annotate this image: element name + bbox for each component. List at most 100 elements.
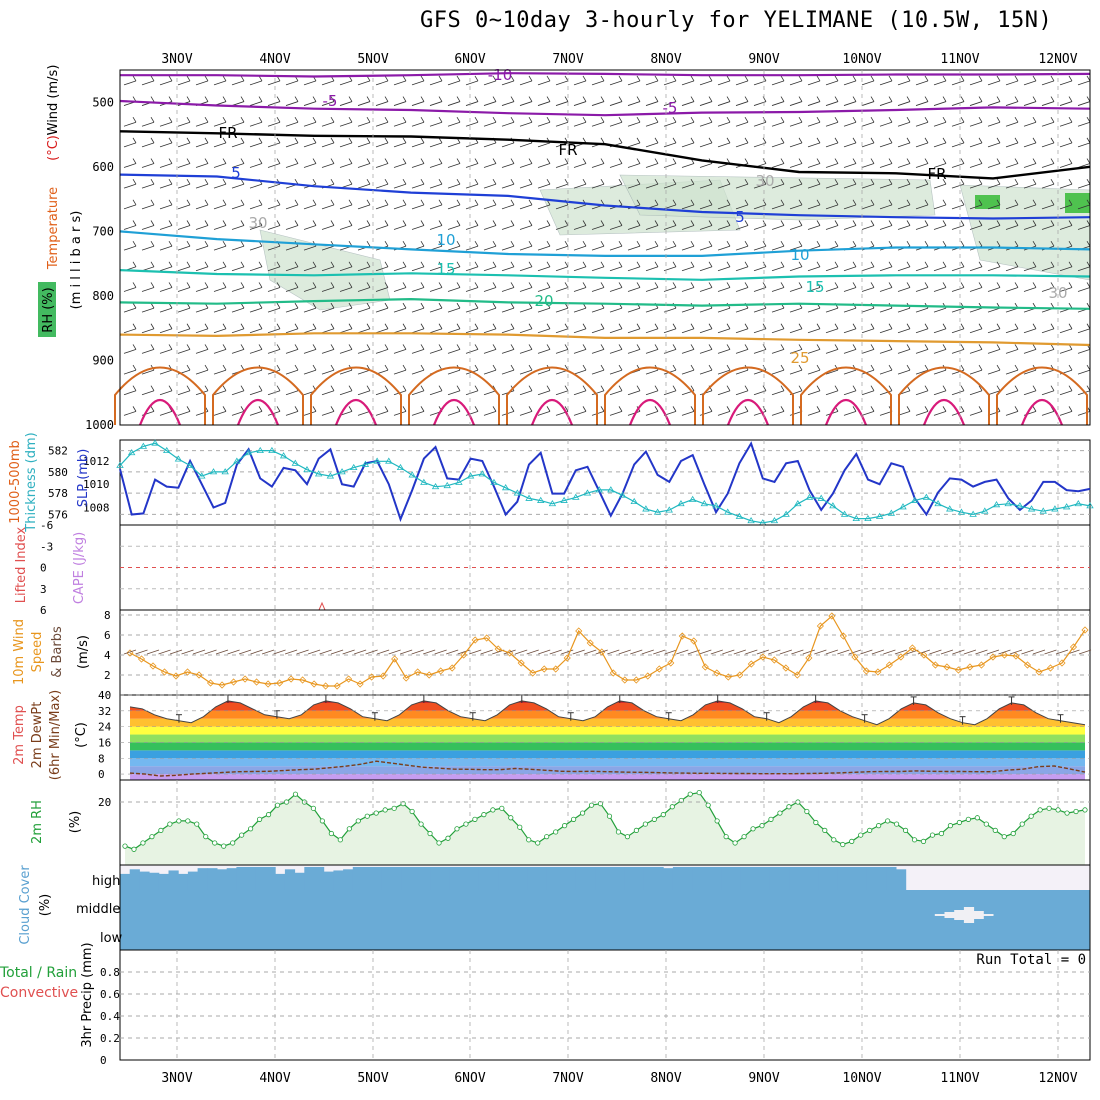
wind-barb-flag — [294, 302, 299, 309]
wind-barb — [123, 390, 137, 396]
wind-barb-flag — [1014, 282, 1019, 288]
wind-barb — [987, 225, 1001, 230]
wind-barb-flag — [204, 178, 209, 185]
wind-barb-flag — [294, 117, 299, 123]
wind-barb — [1059, 142, 1073, 148]
wind-barb-flag — [474, 75, 479, 82]
wind-barb — [249, 411, 263, 416]
cloud-high-bar — [886, 867, 897, 890]
wind-barb-flag — [330, 117, 335, 123]
wind-barb — [933, 121, 947, 127]
wind-barb — [411, 411, 425, 416]
cloud-tick-middle: middle — [76, 902, 120, 917]
rh-marker — [212, 840, 218, 846]
precip-label-conv: Convective — [0, 985, 78, 1001]
wind-barb-flag — [312, 199, 317, 206]
wind-barb-flag — [816, 220, 821, 226]
temp-band — [130, 774, 1085, 780]
wind-barb-flag — [672, 199, 677, 206]
wind-barb-flag — [780, 75, 785, 82]
wind-barb — [735, 225, 749, 230]
wind-barb — [393, 204, 407, 210]
wind-barb-flag — [276, 158, 281, 164]
wind-barb-flag — [906, 406, 911, 412]
wind-barb — [843, 204, 857, 210]
wind-barb-flag — [1050, 220, 1055, 226]
wind-barb-flag — [744, 158, 749, 164]
contour-label: FR — [927, 165, 946, 183]
wind-barb-flag — [654, 344, 659, 350]
wind-barb-flag — [186, 117, 191, 123]
wind-barb-flag — [528, 117, 533, 123]
wind-barb-flag — [186, 240, 191, 247]
wind-barb — [555, 390, 569, 396]
wind-barb — [537, 225, 551, 230]
wind-barb-flag — [654, 261, 659, 268]
wind-barb-flag — [276, 199, 281, 206]
wind-barb-flag — [744, 137, 749, 144]
wind-barb — [231, 287, 245, 292]
wind-barb-flag — [384, 385, 389, 391]
rh-marker — [131, 846, 137, 852]
wind-barb — [573, 307, 587, 313]
wind-barb-flag — [276, 385, 281, 391]
wind-barb — [375, 80, 389, 86]
wind-marker — [667, 659, 675, 667]
wind-barb — [897, 369, 911, 375]
wind-barb — [879, 307, 893, 313]
wind-barb — [753, 266, 767, 272]
wind-barb-flag — [618, 323, 623, 329]
wind-barb-flag — [474, 406, 479, 412]
wind-barb-flag — [600, 117, 605, 123]
wind-barb-flag — [132, 261, 137, 268]
wind-barb-flag — [456, 158, 461, 164]
wind-barb — [735, 287, 749, 292]
isotherm-30-arch — [506, 366, 598, 425]
wind-barb-flag — [420, 75, 425, 82]
thickness-tick: 578 — [48, 487, 68, 500]
wind-barb-flag — [402, 199, 407, 206]
wind-barb-flag — [708, 344, 713, 350]
wind-barb — [231, 390, 245, 396]
wind-barb — [357, 121, 371, 127]
wind-barb-flag — [474, 323, 479, 329]
wind-barb — [303, 163, 317, 168]
wind-barb — [789, 266, 803, 272]
wind-barb — [159, 245, 173, 251]
wind-barb-flag — [1032, 344, 1037, 350]
wind-barb-flag — [852, 220, 857, 226]
wind-barb — [915, 80, 929, 86]
wind-barb — [1023, 101, 1037, 106]
wind-barb — [375, 287, 389, 292]
wind-marker — [195, 671, 203, 679]
wind-barb — [195, 328, 209, 334]
wind-barb-flag — [600, 137, 605, 144]
wind-barb — [159, 183, 173, 189]
cloud-high-bar — [682, 867, 693, 890]
wind-barb-flag — [870, 117, 875, 123]
wind-barb-flag — [312, 261, 317, 268]
rh-marker — [669, 804, 675, 810]
thickness-label: 1000-500mb Thickness (dm) — [8, 432, 39, 532]
wind-barb — [591, 245, 605, 251]
wind-barb-flag — [168, 96, 173, 102]
wind-barb — [537, 183, 551, 189]
wind-barb — [285, 349, 299, 354]
wind-barb — [699, 287, 713, 292]
wind-barb — [339, 163, 353, 168]
wind-barb-flag — [582, 282, 587, 288]
wind-barb-flag — [672, 220, 677, 226]
wind-barb — [195, 80, 209, 86]
wind-barb — [843, 142, 857, 148]
isotherm-35-arch — [628, 398, 672, 426]
wind-barb — [951, 101, 965, 106]
wind-barb — [591, 307, 605, 313]
wind-barb-flag — [816, 199, 821, 206]
wind-barb-flag — [690, 282, 695, 288]
wind-barb-flag — [942, 385, 947, 391]
wind-barb-flag — [402, 178, 407, 185]
wind-barb-flag — [1032, 406, 1037, 412]
wind-barb — [411, 266, 425, 272]
wind-barb-flag — [582, 75, 587, 82]
wind-barb-flag — [798, 96, 803, 102]
